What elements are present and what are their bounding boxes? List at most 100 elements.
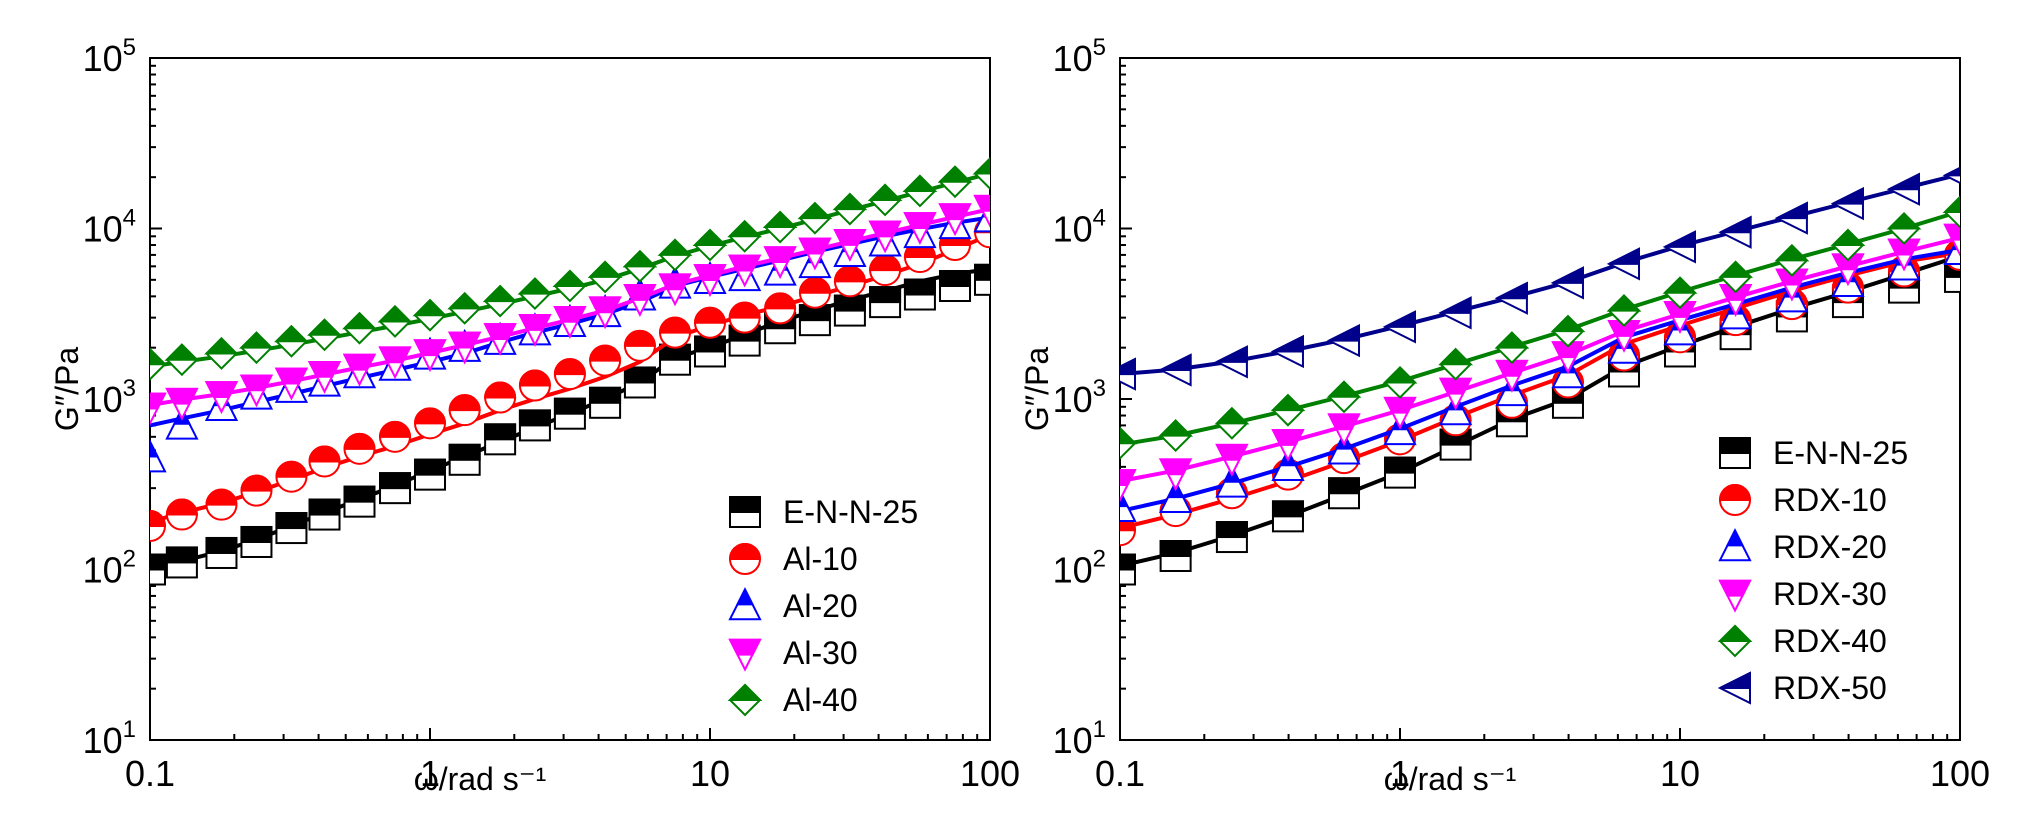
data-point xyxy=(833,294,866,327)
data-point xyxy=(939,269,972,302)
x-tick-label: 10 xyxy=(690,753,730,794)
data-point xyxy=(974,263,990,296)
data-point xyxy=(517,277,553,311)
data-point xyxy=(164,343,200,377)
series-Al-40 xyxy=(150,157,990,381)
data-point xyxy=(484,423,517,456)
data-point xyxy=(867,183,903,217)
y-tick-label: 102 xyxy=(83,546,136,591)
data-point xyxy=(150,509,167,542)
data-point xyxy=(1270,393,1306,427)
series-fit-line xyxy=(1120,236,1960,484)
data-point xyxy=(448,443,481,476)
data-point xyxy=(869,254,902,287)
data-point xyxy=(165,387,199,421)
data-point xyxy=(150,439,167,473)
x-tick-label: 10 xyxy=(1660,753,1700,794)
legend-marker xyxy=(728,587,762,621)
series-fit-line xyxy=(1120,247,1960,514)
x-tick-label: 100 xyxy=(960,753,1020,794)
data-point xyxy=(1120,489,1137,523)
data-point xyxy=(447,291,483,325)
data-point xyxy=(412,298,448,332)
data-point xyxy=(1662,230,1696,264)
data-point xyxy=(343,432,376,465)
data-point xyxy=(833,228,867,262)
data-point xyxy=(764,292,797,325)
x-tick-label: 0.1 xyxy=(125,753,175,794)
data-point xyxy=(798,304,831,337)
legend-marker xyxy=(728,638,762,672)
data-point xyxy=(798,237,832,271)
y-tick-label: 105 xyxy=(1053,34,1106,79)
data-point xyxy=(307,318,342,352)
legend-marker xyxy=(1718,484,1752,516)
data-point xyxy=(588,296,622,330)
series-fit-line xyxy=(1120,209,1960,447)
data-point xyxy=(623,329,656,362)
data-point xyxy=(868,220,902,254)
y-tick-label: 104 xyxy=(83,205,136,250)
legend-label: E-N-N-25 xyxy=(783,494,918,530)
data-point xyxy=(1328,477,1361,510)
legend-marker xyxy=(727,683,763,717)
data-point xyxy=(552,269,588,303)
data-point xyxy=(797,201,833,235)
data-point xyxy=(1943,223,1960,257)
data-point xyxy=(1215,521,1248,554)
data-point xyxy=(1774,243,1810,277)
data-point xyxy=(1494,331,1530,365)
series-RDX-40 xyxy=(1120,195,1960,460)
data-point xyxy=(240,525,273,558)
data-point xyxy=(553,397,586,430)
legend-marker xyxy=(1718,528,1752,562)
data-point xyxy=(903,212,937,246)
data-point xyxy=(1438,296,1472,330)
data-point xyxy=(205,488,238,521)
data-point xyxy=(833,265,866,298)
data-point xyxy=(1942,195,1960,229)
data-point xyxy=(240,474,273,507)
y-tick-label: 105 xyxy=(83,34,136,79)
data-point xyxy=(1384,456,1416,489)
series-Al-10 xyxy=(150,216,990,542)
data-point xyxy=(448,394,481,427)
data-point xyxy=(798,276,831,309)
x-tick-label: 100 xyxy=(1930,753,1990,794)
data-point xyxy=(763,246,797,280)
data-point xyxy=(972,157,990,190)
data-point xyxy=(1120,553,1136,586)
legend: E-N-N-25 Al-10 Al-20 Al-30 Al-40 xyxy=(727,494,918,718)
data-point xyxy=(1271,500,1304,533)
data-point xyxy=(518,369,551,402)
data-point xyxy=(1662,276,1698,310)
data-point xyxy=(727,219,763,253)
x-tick-label: 0.1 xyxy=(1095,753,1145,794)
data-point xyxy=(1120,357,1136,391)
data-point xyxy=(869,286,902,319)
series-fit-line xyxy=(1120,172,1960,377)
y-tick-label: 102 xyxy=(1053,546,1106,591)
data-point xyxy=(1158,353,1192,387)
data-point xyxy=(1326,323,1361,358)
x-axis-label: ω/rad s⁻¹ xyxy=(1384,761,1517,797)
data-point xyxy=(1327,431,1361,465)
data-point xyxy=(1830,228,1866,262)
data-point xyxy=(1215,443,1249,477)
data-point xyxy=(482,284,518,318)
data-point xyxy=(1606,247,1641,281)
data-point xyxy=(553,305,587,339)
data-point xyxy=(832,192,868,226)
legend-label: RDX-50 xyxy=(1773,670,1887,706)
data-point xyxy=(902,174,938,208)
legend-label: RDX-10 xyxy=(1773,482,1887,518)
data-point xyxy=(342,311,377,345)
data-point xyxy=(239,331,274,365)
data-point xyxy=(518,409,551,442)
data-point xyxy=(274,324,309,358)
data-point xyxy=(1550,314,1586,348)
data-point xyxy=(239,374,274,408)
data-point xyxy=(379,472,412,505)
data-point xyxy=(658,273,692,307)
data-point xyxy=(937,165,973,199)
